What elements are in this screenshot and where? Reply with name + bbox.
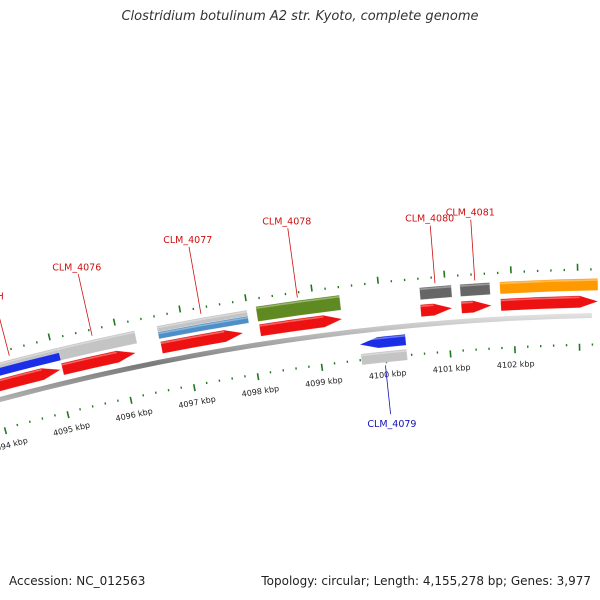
outer-tick	[112, 318, 116, 326]
CLM_4079-gene-block-highlight	[360, 349, 407, 357]
CLM_4081-gene-block	[459, 282, 491, 297]
cds-forward-arrow-highlight	[461, 301, 473, 304]
inner-tick	[79, 408, 82, 411]
gene-label: CLM_4076	[52, 262, 101, 273]
axis-tick-label: 4100 kbp	[369, 368, 407, 381]
CLM_4079-reverse-arrow	[359, 334, 407, 349]
genome-summary-text: Topology: circular; Length: 4,155,278 bp…	[261, 574, 591, 588]
inner-tick	[129, 396, 133, 404]
feature-layer	[0, 278, 599, 392]
cds-forward-arrow	[500, 295, 599, 312]
cds-forward-arrow-highlight	[61, 351, 117, 366]
outer-tick	[61, 334, 64, 338]
outer-tick	[376, 276, 379, 284]
CLM_4078-gene-block-highlight	[255, 295, 340, 310]
cds-forward-arrow-highlight	[259, 316, 324, 327]
outer-tick	[178, 305, 182, 313]
gene-leader-line	[470, 219, 476, 281]
inner-tick	[16, 423, 19, 427]
gene-label: CLM_4078	[262, 216, 311, 227]
CLM_4076-gene-block-highlight	[58, 331, 135, 350]
axis-tick-label: 4096 kbp	[115, 407, 154, 424]
gene-label: CLM_4077	[163, 235, 212, 246]
CLM_4077-gene-cap	[156, 309, 248, 333]
CLM_4080-gene-block-highlight	[419, 285, 452, 291]
inner-tick	[256, 373, 260, 381]
CLM_4081-gene-block-highlight	[459, 283, 490, 287]
inner-tick	[28, 420, 31, 423]
gene-leader-line	[429, 225, 436, 284]
CLM_4079-reverse-arrow-highlight	[359, 335, 406, 342]
CLM_4077-gene-cap-highlight	[156, 310, 248, 329]
outer-tick	[22, 344, 25, 347]
map-title: Clostridium botulinum A2 str. Kyoto, com…	[121, 9, 479, 24]
label-layer: thiHCLM_4076CLM_4077CLM_4078CLM_4080CLM_…	[0, 208, 495, 430]
inner-tick	[3, 427, 8, 435]
inner-tick	[53, 414, 56, 417]
axis-tick-label: 4097 kbp	[178, 395, 217, 411]
outer-tick	[310, 284, 313, 292]
CLM_4080-gene-block	[419, 284, 453, 300]
axis-tick-label: 4102 kbp	[497, 359, 535, 370]
cds-forward-arrow-highlight	[500, 296, 580, 302]
orange-gene-block	[499, 278, 599, 295]
axis-tick-label: 4098 kbp	[241, 384, 280, 399]
tick-layer: 4094 kbp 4095 kbp 4096 kbp 4097 kbp 4098 kbp…	[0, 263, 594, 455]
inner-tick	[449, 350, 452, 358]
cds-forward-arrow	[0, 368, 62, 392]
gene-leader-line	[385, 365, 391, 415]
cds-forward-arrow	[60, 350, 137, 376]
CLM_4077-gene-block-highlight	[157, 316, 249, 335]
CLM_4076-gene-block	[57, 330, 138, 361]
outer-tick	[443, 270, 446, 278]
gene-leader-line	[287, 228, 298, 298]
CLM_4079-gene-block	[360, 348, 408, 366]
axis-tick-label: 4095 kbp	[52, 420, 91, 438]
inner-tick	[320, 363, 324, 371]
cds-forward-arrow-highlight	[160, 330, 225, 345]
cds-forward-arrow	[160, 329, 244, 354]
accession-text: Accession: NC_012563	[9, 574, 146, 588]
gene-label: thiH	[0, 292, 4, 303]
cds-forward-arrow	[460, 300, 493, 314]
cds-forward-arrow-highlight	[0, 368, 42, 382]
outer-tick	[244, 294, 247, 302]
gene-leader-line	[188, 246, 202, 314]
inner-tick	[66, 411, 70, 419]
gene-label: CLM_4080	[405, 214, 454, 225]
cds-forward-arrow	[419, 303, 453, 317]
gene-leader-line	[77, 274, 93, 336]
orange-gene-block-highlight	[499, 279, 598, 285]
cds-forward-arrow	[258, 315, 343, 337]
outer-tick	[47, 333, 51, 341]
gene-label: CLM_4081	[446, 208, 495, 219]
inner-tick	[192, 384, 196, 392]
outer-tick	[74, 331, 77, 335]
CLM_4078-gene-block	[255, 294, 342, 322]
cds-forward-arrow-highlight	[420, 304, 434, 308]
outer-tick	[10, 347, 12, 351]
axis-tick-label: 4094 kbp	[0, 436, 29, 455]
axis-tick-label: 4101 kbp	[433, 363, 471, 375]
outer-tick	[35, 341, 38, 344]
inner-tick	[41, 417, 44, 420]
gene-label: CLM_4079	[367, 419, 416, 430]
gene-leader-line	[0, 318, 10, 356]
axis-tick-label: 4099 kbp	[305, 375, 344, 389]
